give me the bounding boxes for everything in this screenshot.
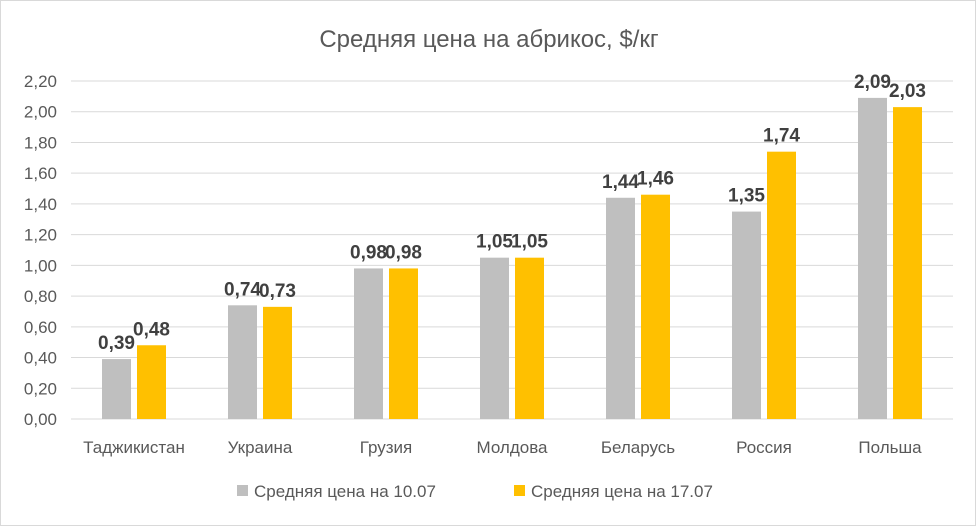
- data-label: 0,98: [385, 242, 422, 263]
- bar: [102, 359, 131, 419]
- bar: [732, 211, 761, 419]
- bar: [767, 151, 796, 419]
- y-tick-label: 0,60: [24, 318, 57, 337]
- y-tick-label: 1,20: [24, 226, 57, 245]
- data-label: 1,35: [728, 186, 765, 207]
- data-label: 1,05: [476, 232, 513, 253]
- bar: [389, 268, 418, 419]
- legend-swatch: [237, 485, 248, 496]
- data-label: 1,44: [602, 172, 639, 193]
- y-tick-label: 0,80: [24, 287, 57, 306]
- x-tick-label: Украина: [228, 438, 293, 457]
- bar: [858, 97, 887, 420]
- data-label: 0,73: [259, 281, 296, 302]
- data-label: 1,74: [763, 126, 800, 147]
- y-tick-label: 1,40: [24, 195, 57, 214]
- data-label: 2,03: [889, 81, 926, 102]
- y-tick-label: 0,00: [24, 410, 57, 429]
- y-tick-label: 1,00: [24, 256, 57, 275]
- legend-label: Средняя цена на 17.07: [531, 482, 713, 501]
- data-label: 0,48: [133, 319, 170, 340]
- y-tick-label: 2,00: [24, 103, 57, 122]
- bar: [515, 257, 544, 419]
- x-tick-label: Польша: [858, 438, 922, 457]
- y-tick-label: 0,20: [24, 379, 57, 398]
- bar: [263, 306, 292, 419]
- legend-label: Средняя цена на 10.07: [254, 482, 436, 501]
- bar: [137, 345, 166, 419]
- bar: [893, 107, 922, 420]
- x-tick-label: Грузия: [360, 438, 413, 457]
- y-tick-label: 2,20: [24, 72, 57, 91]
- bar: [641, 194, 670, 419]
- bar: [354, 268, 383, 419]
- data-label: 0,74: [224, 279, 261, 300]
- bar: [480, 257, 509, 419]
- legend-swatch: [514, 485, 525, 496]
- x-tick-label: Беларусь: [601, 438, 675, 457]
- y-tick-label: 1,60: [24, 164, 57, 183]
- x-tick-label: Таджикистан: [83, 438, 185, 457]
- y-tick-label: 0,40: [24, 349, 57, 368]
- bar: [606, 197, 635, 419]
- x-tick-label: Россия: [736, 438, 792, 457]
- data-label: 2,09: [854, 72, 891, 93]
- chart-title: Средняя цена на абрикос, $/кг: [319, 26, 659, 53]
- bar: [228, 305, 257, 419]
- data-label: 1,46: [637, 169, 674, 190]
- y-tick-label: 1,80: [24, 133, 57, 152]
- data-label: 0,98: [350, 242, 387, 263]
- data-label: 0,39: [98, 333, 135, 354]
- data-label: 1,05: [511, 232, 548, 253]
- x-tick-label: Молдова: [476, 438, 548, 457]
